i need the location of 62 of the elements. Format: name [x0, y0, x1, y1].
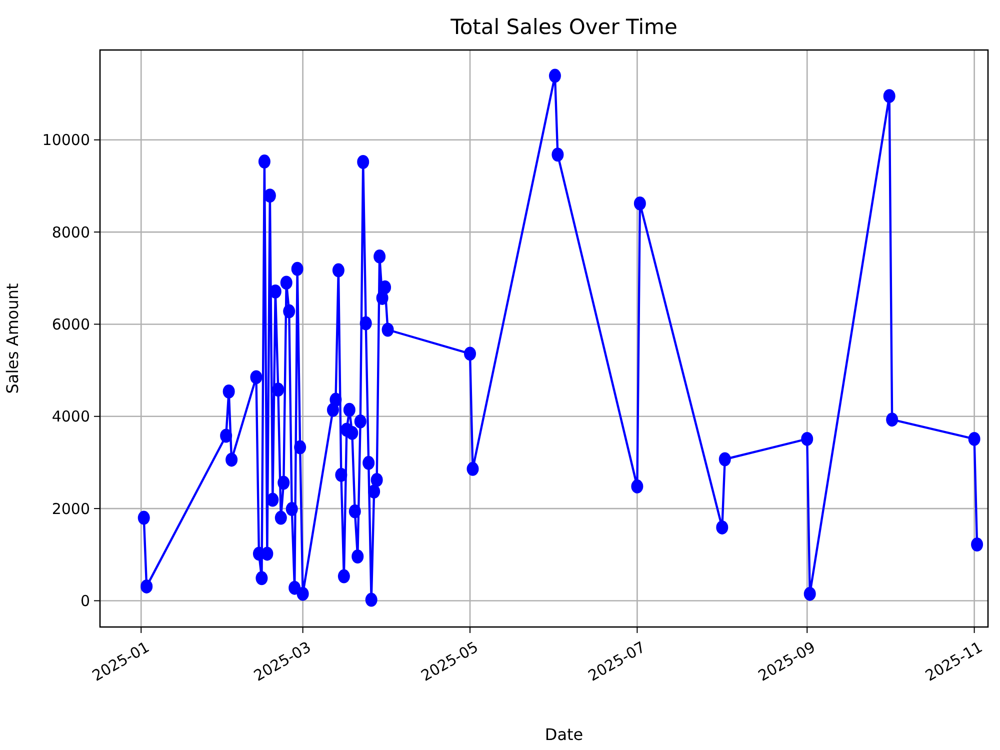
point	[801, 432, 814, 446]
y-tick-label: 8000	[52, 223, 90, 242]
point	[291, 262, 304, 276]
y-tick-label: 2000	[52, 500, 90, 518]
point	[256, 571, 268, 586]
point	[343, 402, 356, 417]
y-tick-label: 10000	[42, 131, 90, 150]
point	[804, 586, 816, 601]
point	[226, 452, 238, 467]
point	[360, 316, 372, 330]
y-tick-label: 6000	[52, 315, 90, 334]
point	[354, 414, 366, 428]
point	[283, 304, 296, 318]
point	[264, 188, 276, 203]
point	[348, 504, 361, 518]
point	[332, 263, 344, 278]
point	[382, 322, 394, 337]
point	[716, 520, 728, 534]
point	[266, 492, 279, 507]
point	[968, 432, 980, 446]
point	[466, 462, 479, 476]
point	[140, 579, 153, 594]
point	[278, 476, 290, 490]
point	[272, 382, 284, 397]
point	[261, 546, 274, 561]
point	[886, 412, 898, 427]
point	[220, 428, 232, 443]
point	[352, 549, 364, 564]
point	[971, 538, 984, 552]
point	[222, 384, 235, 398]
point	[274, 510, 287, 525]
point	[883, 89, 896, 104]
point	[330, 392, 342, 407]
point	[634, 196, 646, 210]
point	[368, 484, 380, 499]
point	[346, 426, 358, 440]
point	[374, 249, 386, 264]
point	[258, 154, 270, 169]
point	[718, 452, 731, 466]
point	[548, 68, 561, 83]
point	[379, 280, 392, 294]
point	[250, 370, 262, 384]
point	[552, 148, 564, 162]
point	[335, 468, 348, 482]
point	[294, 440, 306, 454]
point	[365, 592, 378, 607]
x-axis-title: Date	[544, 725, 584, 744]
point	[280, 276, 292, 290]
point	[296, 586, 309, 601]
point	[631, 479, 644, 494]
point	[288, 580, 301, 595]
point	[138, 510, 150, 525]
point	[338, 569, 350, 584]
y-tick-label: 0	[80, 592, 90, 610]
chart-title: Total Sales Over Time	[450, 15, 678, 39]
point	[362, 456, 375, 470]
point	[464, 346, 476, 361]
point	[370, 472, 383, 487]
point	[357, 154, 370, 169]
point	[286, 502, 298, 516]
y-axis-title: Sales Amount	[3, 283, 22, 394]
y-tick-label: 4000	[52, 408, 90, 426]
